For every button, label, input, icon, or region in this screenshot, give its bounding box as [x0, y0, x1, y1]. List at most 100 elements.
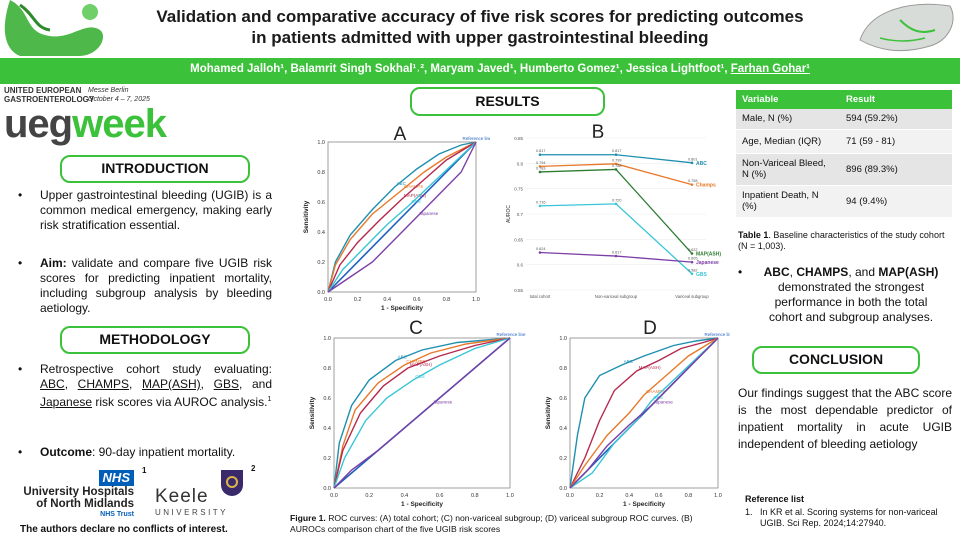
y-tick-label: 0.0: [323, 486, 331, 492]
table-row: Age, Median (IQR) 71 (59 - 81): [736, 129, 952, 154]
nhs-affiliation-mark: 1: [142, 466, 147, 475]
y-axis-label: Sensitivity: [303, 200, 310, 233]
score-abc: ABC: [40, 377, 65, 391]
y-tick-label: 0.0: [559, 486, 567, 492]
reference-mark: 1: [267, 396, 272, 403]
data-point: [538, 204, 542, 208]
stomach-illustration-icon: [4, 0, 104, 56]
y-tick-label: 0.2: [323, 456, 331, 462]
roc-curve-gbs: [327, 141, 477, 293]
series-label: ABC: [696, 161, 707, 167]
figure-caption-lead: Figure 1.: [290, 513, 326, 523]
conclusion-text: Our findings suggest that the ABC score …: [738, 386, 952, 451]
data-label: 0.783: [536, 166, 546, 170]
series-label: GBS: [411, 199, 421, 204]
keele-wordmark: Keele: [155, 486, 209, 507]
table-row: Non-Variceal Bleed, N (%) 896 (89.3%): [736, 153, 952, 186]
data-point: [690, 161, 694, 165]
baseline-table: Variable Result Male, N (%) 594 (59.2%) A…: [736, 90, 952, 218]
score-champs: CHAMPS: [77, 377, 130, 391]
series-label: MAP(ASH): [639, 365, 662, 370]
liver-illustration-icon: [859, 3, 954, 52]
sep: ,: [64, 377, 78, 391]
x-tick-label: Non-variceal subgroup: [595, 294, 638, 299]
roc-curve-abc: [327, 141, 477, 293]
y-tick-label: 0.8: [323, 366, 331, 372]
data-point: [614, 153, 618, 157]
x-tick-label: 0.6: [436, 493, 444, 499]
data-point: [614, 168, 618, 171]
conclusion-heading-text: CONCLUSION: [788, 351, 884, 367]
panel-letter-b: B: [592, 122, 605, 143]
introduction-heading: INTRODUCTION: [60, 155, 250, 183]
poster-header: Validation and comparative accuracy of f…: [0, 0, 960, 58]
corresponding-author: Farhan Gohar¹: [730, 63, 810, 75]
data-point: [538, 170, 542, 174]
ueg-line1: UNITED EUROPEAN: [4, 86, 82, 95]
x-tick-label: 1.0: [714, 493, 722, 499]
x-tick-label: 0.2: [596, 493, 604, 499]
table-caption-text: . Baseline characteristics of the study …: [738, 230, 945, 251]
roc-curve-japanese: [327, 141, 477, 293]
data-point: [538, 153, 542, 157]
auroc-line-mapash: [539, 168, 693, 254]
roc-chart-non-variceal: 0.0 0.2 0.4 0.6 0.8 1.0 0.0 0.2 0.4 0.6 0.8 1.0 1 - …: [309, 318, 526, 508]
auroc-line-gbs: [539, 203, 693, 275]
y-tick-label: 0.6: [559, 396, 567, 402]
data-label: 0.799: [612, 158, 622, 162]
reference-heading: Reference list: [745, 494, 805, 504]
authors-list: Mohamed Jalloh¹, Balamrit Singh Sokhal¹˒…: [190, 63, 810, 75]
data-label: 0.624: [536, 247, 546, 251]
series-label: Japanese: [419, 211, 439, 216]
roc-curve-mapash: [333, 337, 511, 489]
reference-line: [327, 141, 477, 293]
table-row: Male, N (%) 594 (59.2%): [736, 109, 952, 130]
table-cell: 896 (89.3%): [840, 153, 952, 186]
roc-curve-mapash: [327, 141, 477, 293]
y-tick-label: 0.7: [517, 212, 524, 217]
authors-main: Mohamed Jalloh¹, Balamrit Singh Sokhal¹˒…: [190, 63, 731, 75]
y-tick-label: 0.8: [517, 161, 524, 166]
week-wordmark: week: [72, 102, 167, 146]
x-tick-label: 0.8: [685, 493, 693, 499]
reference-line-label: Reference line: [462, 136, 490, 141]
ueg-week-logo: UNITED EUROPEAN GASTROENTEROLOGY Messe B…: [4, 86, 184, 150]
series-label: ABC: [398, 355, 408, 360]
methodology-bullet: Retrospective cohort study evaluating: A…: [18, 362, 272, 410]
roc-curve-mapash: [569, 337, 719, 489]
keele-affiliation-mark: 2: [251, 464, 256, 473]
ueg-line2: GASTROENTEROLOGY: [4, 95, 95, 104]
sep: ,: [200, 377, 214, 391]
x-tick-label: 0.6: [413, 297, 421, 303]
data-point: [614, 254, 618, 258]
y-tick-label: 1.0: [317, 140, 325, 146]
finding-champs: CHAMPS: [796, 265, 849, 279]
plot-frame: [569, 337, 719, 489]
roc-chart-total-cohort: 0.0 0.2 0.4 0.6 0.8 1.0 0.0 0.2 0.4 0.6 0.8 1.0 1 - …: [303, 124, 490, 312]
y-tick-label: 0.85: [514, 136, 523, 141]
uhnm-logo: NHS 1 University Hospitals of North Midl…: [10, 466, 146, 520]
data-label: 0.817: [612, 149, 622, 153]
y-axis-label: Sensitivity: [309, 396, 316, 429]
data-label: 0.617: [612, 251, 622, 255]
score-gbs: GBS: [213, 377, 239, 391]
roc-curve-gbs: [569, 337, 719, 489]
table-header-variable: Variable: [736, 90, 840, 109]
aim-text: validate and compare five UGIB risk scor…: [40, 256, 272, 315]
ueg-org-name: UNITED EUROPEAN GASTROENTEROLOGY: [4, 86, 184, 104]
intro-aim-bullet: Aim: validate and compare five UGIB risk…: [18, 256, 272, 316]
aim-label: Aim:: [40, 256, 67, 270]
data-point: [538, 251, 542, 254]
venue-text: Messe Berlin: [88, 87, 129, 94]
roc-curve-champs: [327, 141, 477, 293]
poster-title: Validation and comparative accuracy of f…: [110, 6, 850, 48]
y-axis-label: AUROC: [506, 205, 512, 223]
finding-mapash: MAP(ASH): [878, 265, 939, 279]
uhnm-trust: NHS Trust: [100, 511, 134, 518]
reference-item: 1. In KR et al. Scoring systems for non-…: [745, 507, 955, 529]
table-cell: 71 (59 - 81): [840, 129, 952, 154]
series-label: MAP(ASH): [696, 252, 721, 258]
x-tick-label: total cohort: [530, 294, 552, 299]
table-cell: 94 (9.4%): [840, 185, 952, 218]
y-tick-label: 1.0: [559, 336, 567, 342]
